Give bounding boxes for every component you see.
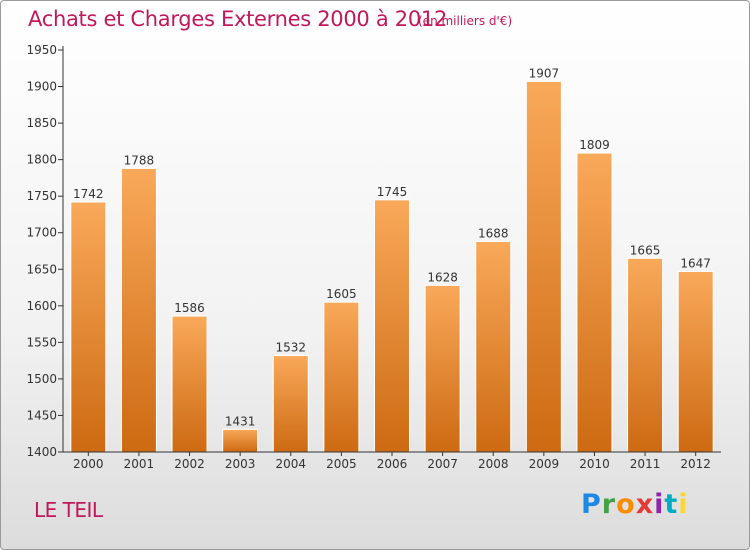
bar[interactable] — [525, 80, 562, 453]
y-tick-label: 1950 — [26, 43, 57, 57]
chart-unit: (en milliers d'€) — [418, 14, 513, 28]
bar[interactable] — [171, 315, 208, 453]
y-tick-label: 1400 — [26, 445, 57, 459]
logo-letter: r — [601, 489, 617, 520]
x-tick-label: 2004 — [275, 457, 306, 471]
chart-title: Achats et Charges Externes 2000 à 2012 — [28, 7, 448, 31]
x-tick-label: 2009 — [529, 457, 560, 471]
x-tick-label: 2001 — [124, 457, 155, 471]
bar-value-label: 1647 — [680, 256, 711, 270]
logo-letter: i — [654, 489, 665, 520]
bar[interactable] — [272, 355, 309, 453]
y-tick-label: 1850 — [26, 116, 57, 130]
x-tick-label: 2000 — [73, 457, 104, 471]
x-tick-label: 2003 — [225, 457, 256, 471]
bar-value-label: 1788 — [124, 153, 155, 167]
logo-letter: o — [616, 489, 636, 520]
x-tick-label: 2007 — [427, 457, 458, 471]
bar[interactable] — [576, 152, 613, 453]
x-tick-label: 2005 — [326, 457, 357, 471]
bar[interactable] — [120, 167, 157, 453]
bar-value-label: 1605 — [326, 287, 357, 301]
proxiti-logo[interactable]: Proxiti — [581, 489, 689, 520]
y-tick-label: 1500 — [26, 372, 57, 386]
x-tick-label: 2002 — [174, 457, 205, 471]
bar[interactable] — [475, 240, 512, 453]
bar[interactable] — [627, 257, 664, 453]
y-tick-label: 1900 — [26, 80, 57, 94]
x-tick-label: 2012 — [680, 457, 711, 471]
bar-value-label: 1907 — [529, 66, 560, 80]
bar[interactable] — [374, 199, 410, 453]
bar-value-label: 1742 — [73, 187, 104, 201]
bar[interactable] — [323, 301, 360, 453]
y-tick-label: 1650 — [26, 262, 57, 276]
x-tick-label: 2010 — [579, 457, 610, 471]
bar-value-label: 1628 — [427, 270, 458, 284]
x-tick-label: 2011 — [630, 457, 661, 471]
bar[interactable] — [677, 270, 714, 453]
logo-letter: x — [635, 489, 655, 520]
bar-value-label: 1532 — [275, 341, 306, 355]
y-tick-label: 1800 — [26, 153, 57, 167]
bar-value-label: 1431 — [225, 414, 256, 428]
location-label: LE TEIL — [34, 498, 103, 522]
y-tick-label: 1600 — [26, 299, 57, 313]
bar[interactable] — [70, 201, 107, 453]
y-tick-label: 1700 — [26, 226, 57, 240]
x-tick-label: 2006 — [377, 457, 408, 471]
y-tick-label: 1750 — [26, 189, 57, 203]
bar[interactable] — [424, 284, 461, 453]
bar-value-label: 1745 — [377, 185, 408, 199]
logo-letter: t — [664, 489, 679, 520]
logo-letter: i — [678, 489, 689, 520]
y-tick-label: 1450 — [26, 408, 57, 422]
bar-value-label: 1809 — [579, 138, 610, 152]
bar-value-label: 1688 — [478, 226, 509, 240]
bar[interactable] — [222, 428, 259, 453]
x-tick-label: 2008 — [478, 457, 509, 471]
y-tick-label: 1550 — [26, 335, 57, 349]
bar-value-label: 1665 — [630, 243, 661, 257]
logo-letter: P — [581, 489, 602, 520]
bar-value-label: 1586 — [174, 301, 205, 315]
